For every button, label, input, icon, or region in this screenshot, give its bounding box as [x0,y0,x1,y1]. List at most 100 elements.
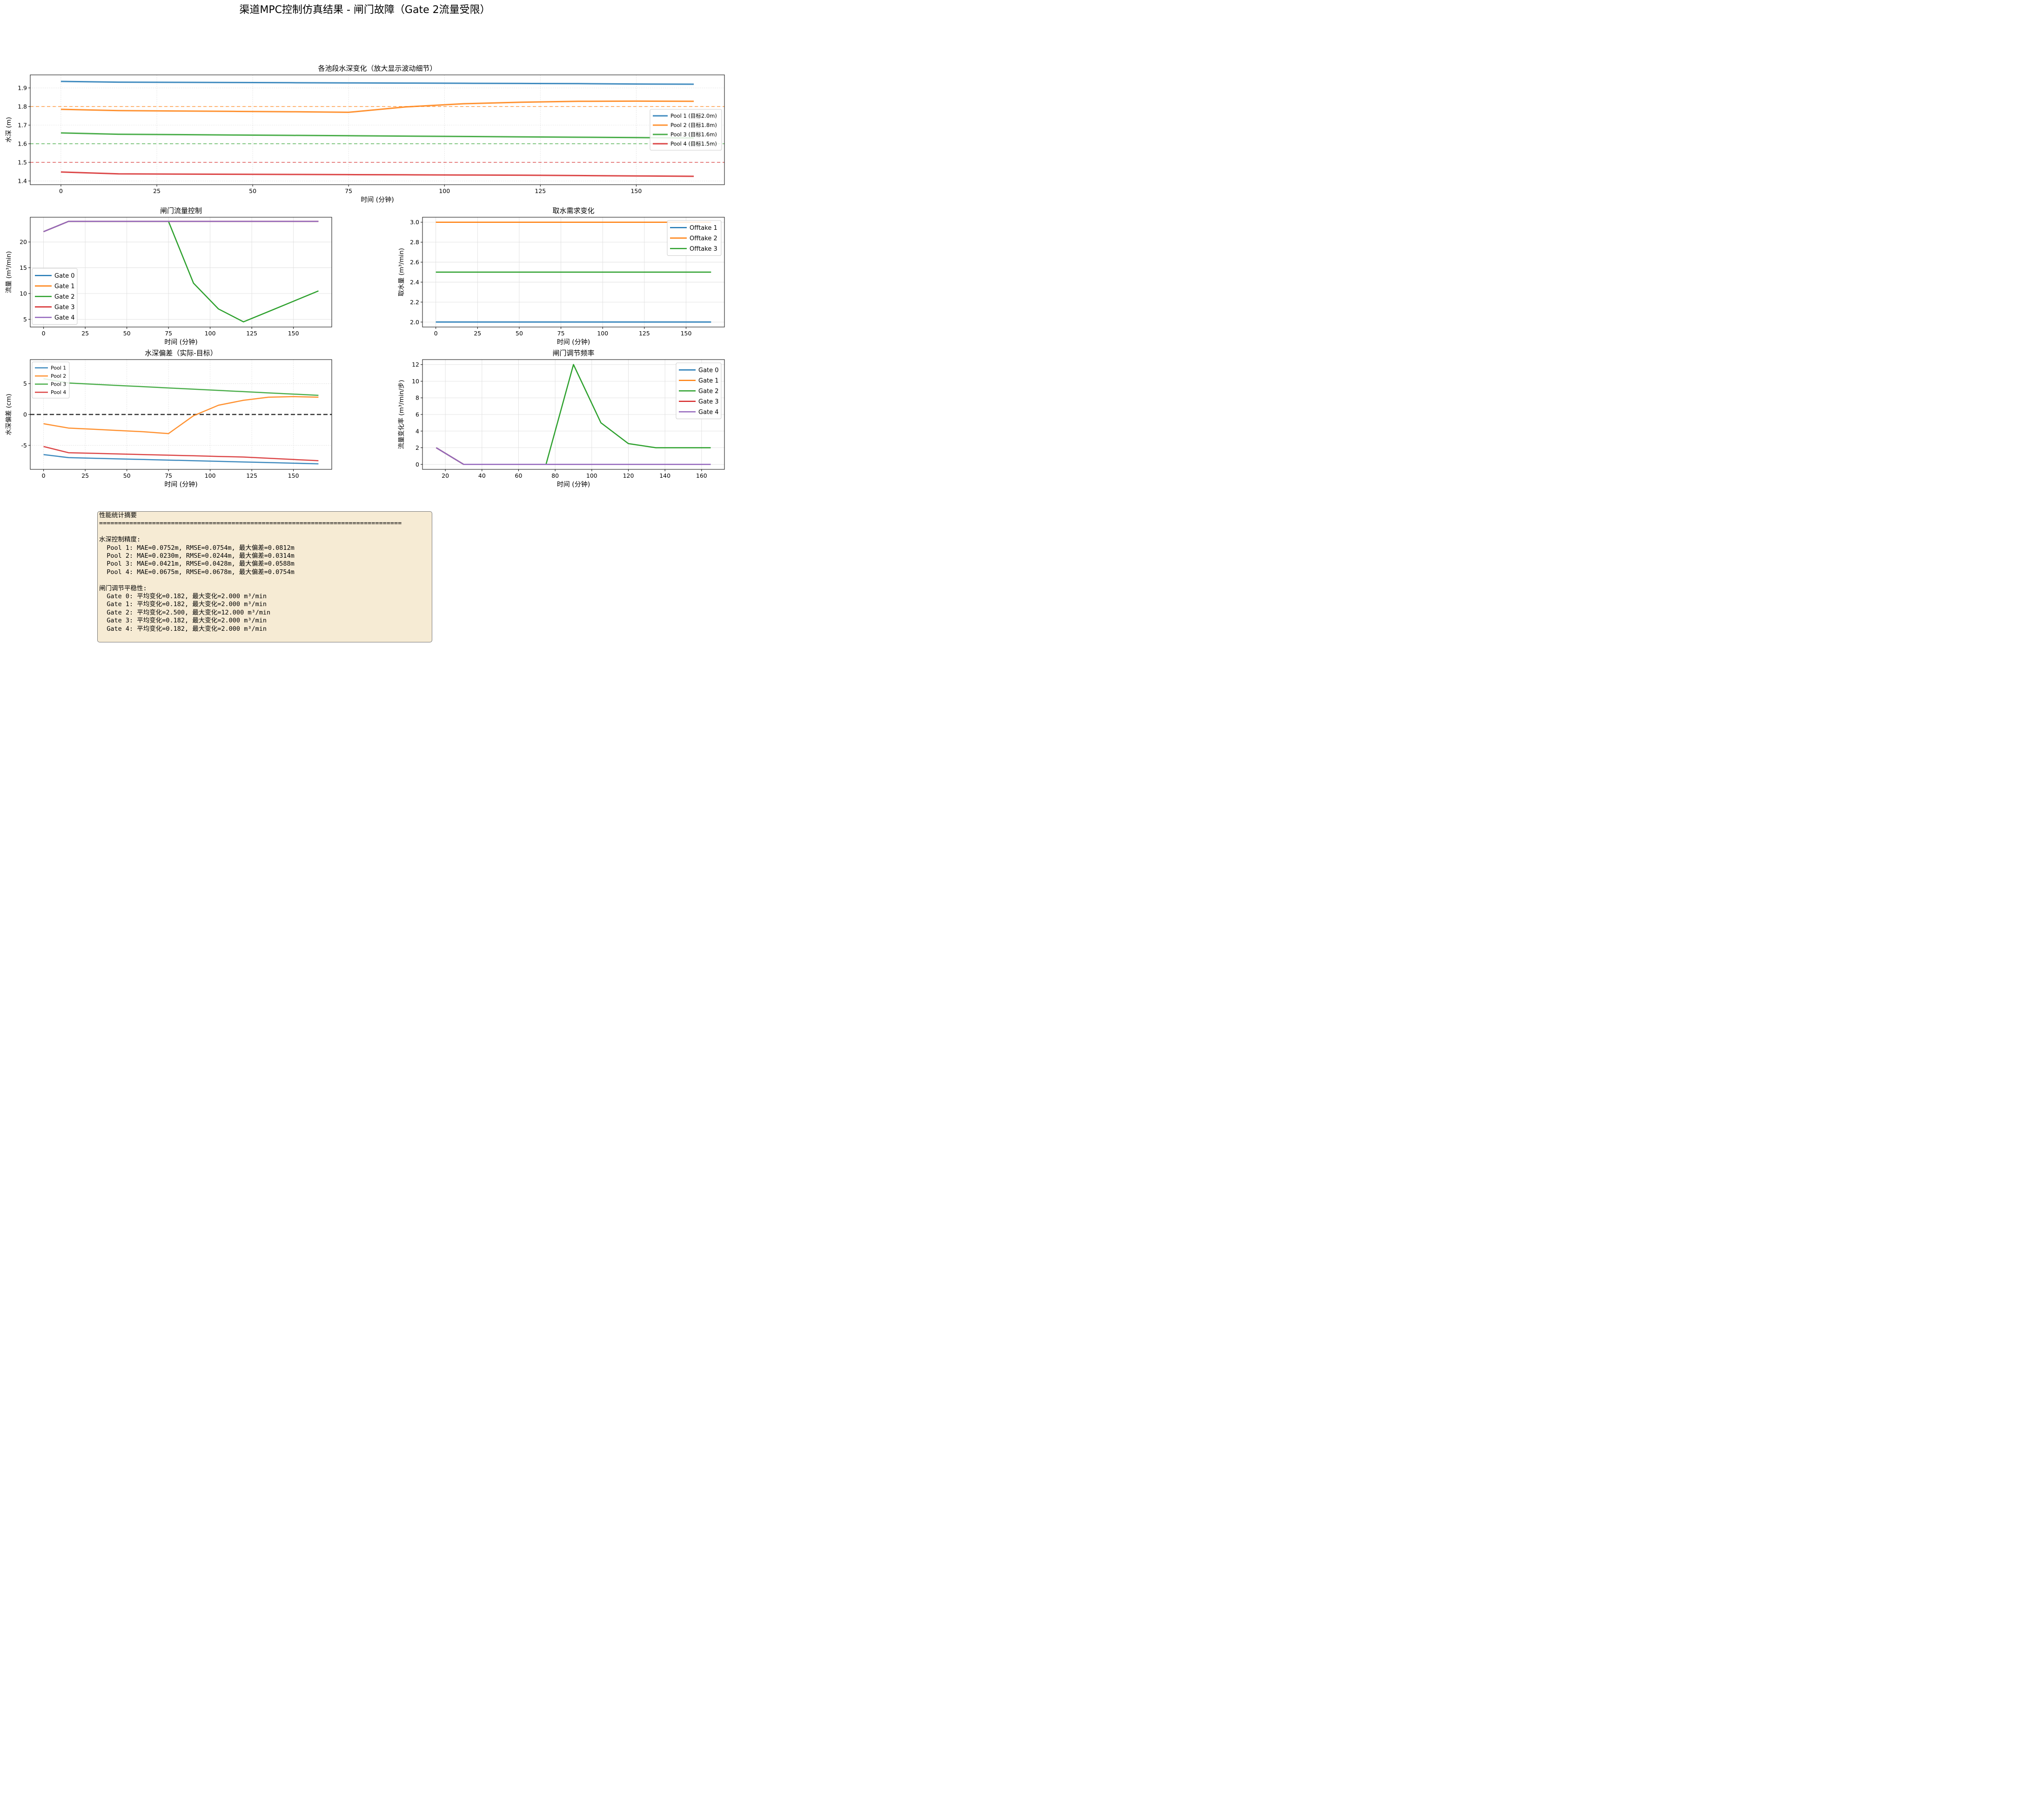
y-tick-label: 2 [416,444,419,451]
legend-entry: Offtake 1 [690,225,717,232]
x-tick-label: 40 [478,472,486,479]
x-tick-label: 0 [42,472,46,479]
y-tick-label: 0 [416,461,419,468]
legend-entry: Pool 1 [51,365,66,371]
legend-entry: Gate 0 [698,367,719,374]
x-tick-label: 140 [659,472,670,479]
y-tick-label: 2.0 [410,319,419,326]
legend-entry: Pool 1 (目标2.0m) [670,113,717,119]
x-tick-label: 75 [165,472,172,479]
x-tick-label: 150 [681,330,692,337]
x-tick-label: 25 [81,472,89,479]
y-tick-label: 10 [20,290,27,297]
y-axis-label: 流量 (m³/min) [5,251,13,293]
series-line-gate-1 [436,447,711,465]
x-tick-label: 0 [42,330,46,337]
series-line-pool-3 [60,132,694,139]
x-tick-label: 0 [434,330,438,337]
chart-depth: 0 25 50 75 100 125 150 1.4 1.5 1.6 1.7 1.8 1.9 各池段水深变… [5,64,725,204]
x-tick-label: 150 [288,472,299,479]
chart-title: 闸门流量控制 [160,207,202,215]
legend-entry: Offtake 3 [690,246,717,253]
legend-box [650,109,722,151]
figure-title: 渠道MPC控制仿真结果 - 闸门故障（Gate 2流量受限） [239,4,490,16]
series-line-gate-3 [43,220,319,233]
y-tick-label: 1.5 [18,159,27,166]
legend-entry: Gate 4 [54,314,75,321]
y-tick-label: 12 [412,361,419,368]
plot-frame [422,217,725,327]
legend-entry: Gate 4 [698,409,719,416]
series-line-gate-0 [43,220,319,233]
y-tick-label: 15 [20,264,27,271]
y-tick-label: 6 [416,411,419,418]
series-line-gate-2 [43,220,319,323]
legend-entry: Pool 4 [51,389,66,395]
legend-box [32,361,70,399]
series-line-pool-4 [60,171,694,177]
x-axis-label: 时间 (分钟) [557,338,590,346]
x-tick-label: 160 [696,472,707,479]
y-tick-label: -5 [21,442,27,449]
legend-entry: Pool 3 (目标1.6m) [670,131,717,138]
y-tick-label: 2.6 [410,259,419,266]
y-tick-label: 0 [23,411,27,418]
plot-frame [30,74,725,185]
legend-entry: Pool 2 (目标1.8m) [670,122,717,128]
legend-entry: Gate 0 [54,273,75,280]
x-tick-label: 80 [551,472,559,479]
x-tick-label: 75 [557,330,565,337]
legend-entry: Pool 2 [51,373,66,379]
series-line-gate-4 [436,447,711,465]
x-tick-label: 0 [59,187,63,194]
x-tick-label: 125 [639,330,650,337]
chart-title: 闸门调节频率 [552,349,594,357]
y-axis-label: 流量变化率 (m³/min/步) [397,380,405,449]
x-tick-label: 25 [81,330,89,337]
series-line-pool-3 [43,378,319,396]
plot-frame [30,217,332,327]
y-tick-label: 4 [416,427,419,434]
chart-deviation: 0 25 50 75 100 125 150 -5 0 5 水深偏差（实际-目标） 时间 (分钟) 水深… [5,349,332,488]
x-tick-label: 50 [123,330,131,337]
chart-offtake: 0 25 50 75 100 125 150 2.0 2.2 2.4 2.6 2.8 3.0 取水需求变化… [398,207,725,346]
x-tick-label: 100 [205,330,216,337]
legend-entry: Gate 1 [54,283,75,290]
x-axis-label: 时间 (分钟) [164,481,197,488]
series-line-pool-4 [43,446,319,461]
legend-entry: Pool 3 [51,381,66,387]
x-tick-label: 25 [153,187,161,194]
series-line-gate-1 [43,220,319,233]
legend-entry: Gate 1 [698,377,719,384]
x-axis-label: 时间 (分钟) [557,481,590,488]
x-tick-label: 150 [630,187,642,194]
stats-summary-box [97,511,432,642]
series-line-gate-3 [436,447,711,465]
series-line-pool-1 [43,454,319,465]
series-line-gate-4 [43,220,319,233]
y-tick-label: 1.7 [18,122,27,129]
y-tick-label: 1.4 [18,178,27,185]
stats-summary-text: 性能统计摘要 =================================… [99,512,402,633]
x-tick-label: 20 [442,472,449,479]
x-tick-label: 50 [123,472,131,479]
x-tick-label: 100 [439,187,450,194]
y-axis-label: 取水量 (m³/min) [398,248,405,296]
series-line-gate-0 [436,447,711,465]
chart-title: 各池段水深变化（放大显示波动细节） [318,64,436,73]
legend-entry: Gate 3 [698,398,719,405]
x-tick-label: 50 [249,187,256,194]
y-tick-label: 20 [20,239,27,246]
legend-box [32,268,78,325]
y-tick-label: 2.2 [410,299,419,306]
series-line-pool-2 [43,396,319,434]
legend-box [667,220,722,256]
y-tick-label: 5 [23,380,27,387]
x-tick-label: 25 [474,330,481,337]
x-tick-label: 75 [165,330,172,337]
x-axis-label: 时间 (分钟) [361,196,394,204]
x-tick-label: 50 [516,330,523,337]
legend-entry: Gate 2 [698,388,719,395]
chart-title: 取水需求变化 [552,207,594,215]
